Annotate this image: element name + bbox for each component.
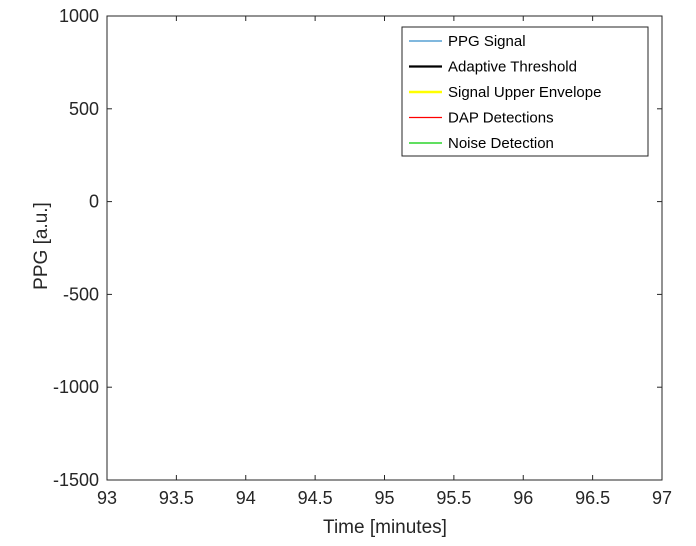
legend-label-signal-upper-envelope: Signal Upper Envelope	[448, 84, 601, 101]
y-tick-label: 500	[69, 99, 99, 119]
x-tick-label: 96	[513, 488, 533, 508]
x-tick-label: 93	[97, 488, 117, 508]
x-tick-label: 96.5	[575, 488, 610, 508]
x-axis-label: Time [minutes]	[323, 517, 447, 538]
legend-label-ppg-signal: PPG Signal	[448, 33, 526, 50]
legend-box	[401, 26, 649, 157]
y-tick-label: -1500	[53, 470, 99, 490]
x-tick-label: 94.5	[298, 488, 333, 508]
y-tick-label: -1000	[53, 377, 99, 397]
legend-label-noise-detection: Noise Detection	[448, 135, 554, 152]
legend-label-adaptive-threshold: Adaptive Threshold	[448, 59, 577, 76]
axis-ticks: 93 93.5 94 94.5 95 95.5 96 96.5 97 -1500 -1000 -500…	[53, 6, 672, 508]
y-axis-label: PPG [a.u.]	[31, 202, 52, 290]
y-tick-label: 1000	[59, 6, 99, 26]
x-tick-label: 97	[652, 488, 672, 508]
legend: PPG Signal Adaptive Threshold Signal Upper…	[401, 26, 649, 157]
x-tick-label: 95	[374, 488, 394, 508]
x-tick-label: 95.5	[436, 488, 471, 508]
y-tick-label: 0	[89, 192, 99, 212]
legend-label-dap-detections: DAP Detections	[448, 110, 554, 127]
x-tick-label: 93.5	[159, 488, 194, 508]
x-tick-label: 94	[236, 488, 256, 508]
y-tick-label: -500	[63, 284, 99, 304]
